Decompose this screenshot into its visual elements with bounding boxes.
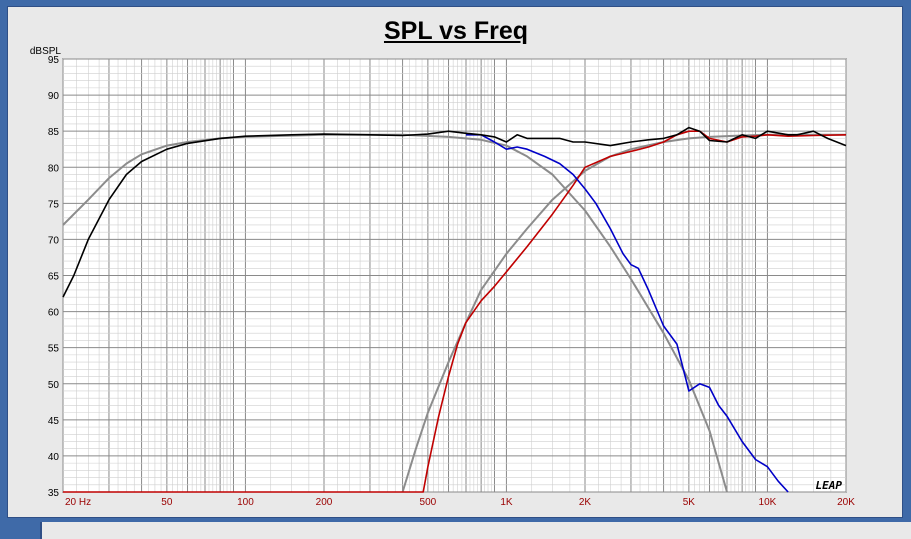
series-line-1 — [62, 133, 728, 493]
series-line-4 — [466, 134, 789, 493]
x-tick-label: 50 — [161, 497, 173, 508]
bottom-strip — [40, 522, 911, 539]
y-tick-label: 65 — [48, 272, 60, 283]
y-tick-label: 90 — [48, 91, 60, 102]
grid-lines — [62, 58, 847, 493]
y-tick-label: 75 — [48, 199, 60, 210]
chart-title: SPL vs Freq — [383, 17, 529, 45]
y-axis-label: dBSPL — [30, 46, 62, 57]
y-tick-label: 60 — [48, 308, 60, 319]
y-tick-label: 85 — [48, 127, 60, 138]
y-tick-label: 80 — [48, 163, 60, 174]
y-tick-label: 95 — [48, 55, 60, 66]
y-tick-label: 35 — [48, 488, 60, 499]
x-tick-label: 10K — [759, 497, 777, 508]
x-tick-label: 20K — [837, 497, 855, 508]
series-line-3 — [63, 130, 847, 493]
x-tick-label: 1K — [500, 497, 513, 508]
series-group — [62, 126, 847, 493]
chart-frame: SPL vs Freq 35 40 45 50 55 60 65 70 75 80 85 90 95 dB… — [7, 6, 903, 518]
y-tick-label: 70 — [48, 235, 60, 246]
x-tick-label: 20 Hz — [65, 497, 91, 508]
x-tick-label: 100 — [237, 497, 254, 508]
y-tick-label: 45 — [48, 416, 60, 427]
x-tick-label: 2K — [579, 497, 592, 508]
y-tick-label: 50 — [48, 380, 60, 391]
x-tick-label: 5K — [683, 497, 696, 508]
series-line-2 — [401, 133, 846, 493]
y-tick-label: 40 — [48, 452, 60, 463]
leap-watermark: LEAP — [816, 479, 843, 492]
x-tick-label: 200 — [316, 497, 333, 508]
series-line-5 — [62, 126, 847, 298]
y-tick-label: 55 — [48, 344, 60, 355]
x-tick-label: 500 — [420, 497, 437, 508]
